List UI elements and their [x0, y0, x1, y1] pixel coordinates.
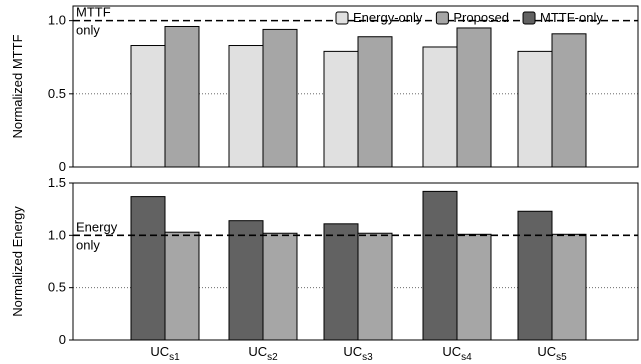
- bar-mttf-only-2: [228, 220, 264, 341]
- bar-energy-only-2: [228, 45, 264, 168]
- plot-frame: [72, 182, 639, 341]
- y-tick-label: 0.5: [48, 280, 66, 295]
- plot-frame: [72, 5, 639, 168]
- legend-label: Energy-only: [353, 10, 423, 25]
- category-label: UCs3: [343, 344, 373, 363]
- legend-swatch: [435, 11, 449, 25]
- bar-proposed-5: [551, 233, 587, 341]
- category-label: UCs4: [442, 344, 472, 363]
- bar-proposed-3: [357, 232, 393, 341]
- bar-energy-only-1: [130, 45, 166, 168]
- bar-mttf-only-4: [422, 190, 458, 341]
- category-label: UCs2: [248, 344, 278, 363]
- y-tick-label: 1.5: [48, 175, 66, 190]
- y-tick-label: 1.0: [48, 13, 66, 28]
- bar-proposed-4: [456, 27, 492, 168]
- legend-label: MTTF-only: [540, 10, 603, 25]
- category-label: UCs5: [537, 344, 567, 363]
- y-tick-label: 0: [59, 159, 66, 174]
- bar-proposed-5: [551, 33, 587, 168]
- bar-mttf-only-1: [130, 196, 166, 341]
- y-axis-label: Normalized MTTF: [10, 34, 25, 138]
- category-label: UCs1: [150, 344, 180, 363]
- y-tick-label: 1.0: [48, 227, 66, 242]
- bar-energy-only-5: [517, 50, 553, 168]
- legend-swatch: [335, 11, 349, 25]
- legend-swatch: [522, 11, 536, 25]
- bar-proposed-4: [456, 233, 492, 341]
- y-tick-label: 0: [59, 332, 66, 347]
- reference-label: Energy: [76, 219, 118, 234]
- reference-label: only: [76, 23, 100, 38]
- bar-proposed-2: [262, 232, 298, 341]
- reference-label: MTTF: [76, 5, 111, 20]
- y-tick-label: 0.5: [48, 86, 66, 101]
- reference-label: only: [76, 237, 100, 252]
- bar-proposed-2: [262, 28, 298, 168]
- bar-mttf-only-3: [323, 223, 359, 341]
- bar-proposed-1: [164, 231, 200, 341]
- y-axis-label: Normalized Energy: [10, 206, 25, 317]
- legend-label: Proposed: [453, 10, 509, 25]
- bar-proposed-1: [164, 25, 200, 168]
- bar-mttf-only-5: [517, 210, 553, 341]
- bar-proposed-3: [357, 36, 393, 168]
- bar-energy-only-3: [323, 50, 359, 168]
- bar-energy-only-4: [422, 46, 458, 168]
